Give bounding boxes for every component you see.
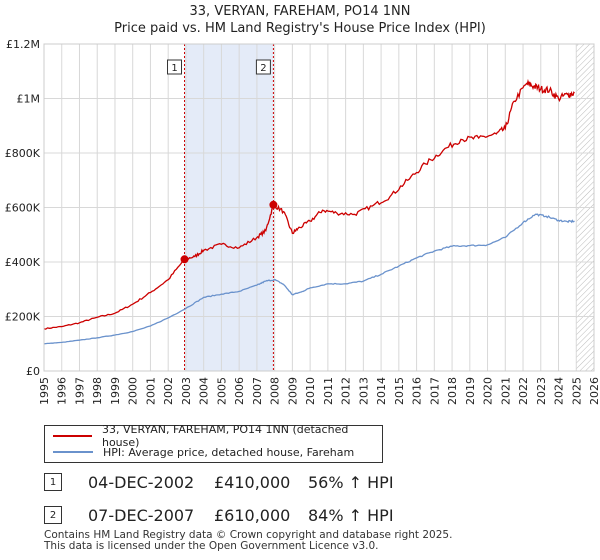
- x-tick-label: 2011: [322, 377, 335, 405]
- x-tick-label: 2026: [588, 377, 600, 405]
- hpi-line: [43, 213, 575, 345]
- footer-licence: This data is licensed under the Open Gov…: [44, 540, 379, 552]
- y-tick-label: £1M: [17, 93, 41, 106]
- chart-title: 33, VERYAN, FAREHAM, PO14 1NN: [189, 4, 411, 19]
- legend: 33, VERYAN, FAREHAM, PO14 1NN (detached …: [44, 423, 383, 463]
- legend-label-hpi: HPI: Average price, detached house, Fare…: [103, 445, 355, 459]
- x-tick-label: 1997: [73, 377, 86, 405]
- y-tick-label: £0: [26, 365, 40, 378]
- x-tick-label: 2003: [180, 377, 193, 405]
- x-tick-label: 2023: [535, 377, 548, 405]
- y-tick-label: £1.2M: [6, 38, 40, 51]
- x-tick-label: 1996: [56, 377, 69, 405]
- legend-swatch-property: [53, 435, 92, 437]
- x-tick-label: 2000: [127, 377, 140, 405]
- y-tick-label: £400K: [5, 256, 41, 269]
- x-tick-label: 2006: [233, 377, 246, 405]
- legend-label-property: 33, VERYAN, FAREHAM, PO14 1NN (detached …: [101, 423, 349, 449]
- x-tick-label: 1999: [109, 377, 122, 405]
- y-tick-label: £200K: [5, 311, 41, 324]
- sale-hpi-change: 56% ↑ HPI: [308, 472, 394, 492]
- sale-marker-label: 2: [260, 63, 266, 74]
- sale-date: 07-DEC-2007: [88, 505, 195, 525]
- sale-point: [180, 255, 189, 264]
- sale-hpi-change: 84% ↑ HPI: [308, 505, 394, 525]
- x-tick-label: 2013: [357, 377, 370, 405]
- x-tick-label: 2016: [411, 377, 424, 405]
- sale-marker-rect: [167, 59, 183, 75]
- x-tick-label: 2005: [215, 377, 228, 405]
- x-tick-label: 2018: [446, 377, 459, 405]
- sale-price: £610,000: [214, 505, 291, 525]
- x-tick-label: 2008: [269, 377, 282, 405]
- sale-badge: 2: [44, 506, 62, 524]
- x-tick-label: 2021: [499, 377, 512, 405]
- sale-badge: 1: [44, 473, 62, 491]
- sale-date: 04-DEC-2002: [88, 472, 195, 492]
- legend-swatch-hpi: [53, 451, 93, 453]
- legend-item-property: 33, VERYAN, FAREHAM, PO14 1NN (detached …: [53, 423, 382, 449]
- plot-frame: [43, 43, 595, 372]
- x-tick-label: 1998: [91, 377, 104, 405]
- sale-point: [269, 200, 278, 209]
- x-tick-label: 2010: [304, 377, 317, 405]
- x-tick-label: 2007: [251, 377, 264, 405]
- legend-item-hpi: HPI: Average price, detached house, Fare…: [53, 444, 354, 460]
- x-tick-label: 2012: [340, 377, 353, 405]
- x-tick-label: 2019: [464, 377, 477, 405]
- x-tick-label: 2014: [375, 377, 388, 405]
- x-tick-label: 2004: [198, 377, 211, 405]
- sale-marker-box: 1: [167, 59, 183, 75]
- chart-subtitle: Price paid vs. HM Land Registry's House …: [114, 21, 486, 36]
- x-tick-label: 2001: [144, 377, 157, 405]
- x-tick-label: 2015: [393, 377, 406, 405]
- x-tick-label: 2020: [482, 377, 495, 405]
- property-price-line: [43, 78, 575, 330]
- x-tick-label: 2022: [517, 377, 530, 405]
- y-tick-label: £600K: [5, 202, 41, 215]
- y-tick-label: £800K: [5, 147, 41, 160]
- footer: Contains HM Land Registry data © Crown c…: [44, 530, 452, 552]
- x-tick-label: 2009: [286, 377, 299, 405]
- price-chart: £0 £200K £400K £600K £800K £1M £1.2M 1995 1996 19…: [5, 38, 600, 405]
- x-tick-label: 2002: [162, 377, 175, 405]
- x-tick-label: 1995: [38, 377, 51, 405]
- x-tick-label: 2025: [570, 377, 583, 405]
- sale-marker-rect: [255, 59, 271, 75]
- x-tick-label: 2024: [553, 377, 566, 405]
- x-tick-label: 2017: [428, 377, 441, 405]
- footer-copyright: Contains HM Land Registry data © Crown c…: [44, 529, 453, 541]
- sale-marker-label: 1: [171, 63, 177, 74]
- sale-price: £410,000: [214, 472, 291, 492]
- sale-marker-box: 2: [255, 59, 271, 75]
